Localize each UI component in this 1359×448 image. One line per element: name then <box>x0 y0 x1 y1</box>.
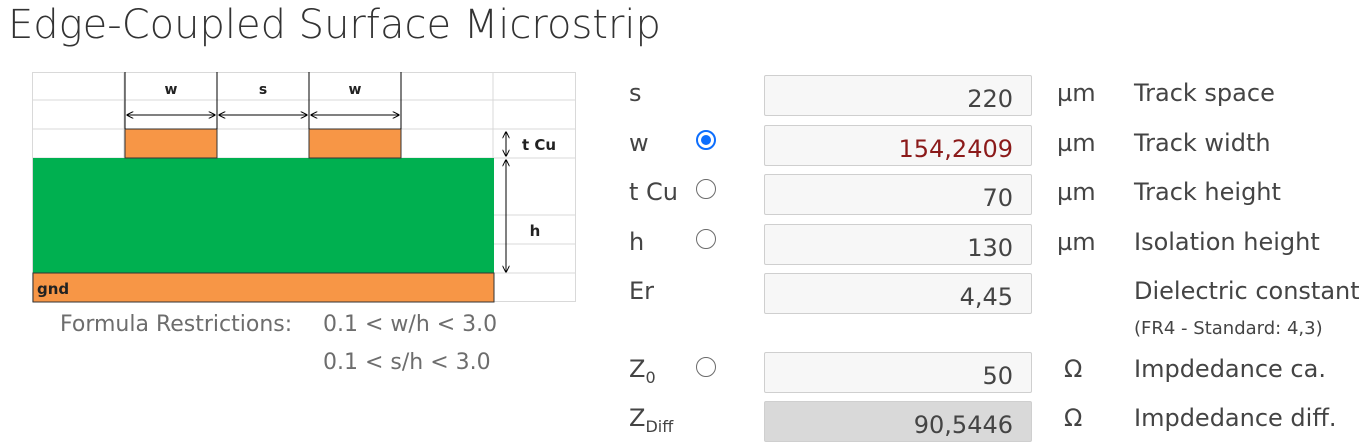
unit-tcu: µm <box>1057 178 1096 206</box>
unit-h: µm <box>1057 228 1096 256</box>
impedance-input[interactable] <box>764 352 1032 393</box>
unit-s: µm <box>1057 79 1096 107</box>
dimension-lines <box>124 72 506 272</box>
param-label-zdiff: ZDiff <box>629 404 674 436</box>
impedance-diff-output <box>764 401 1032 442</box>
param-label-er: Er <box>629 277 655 305</box>
dielectric-constant-input[interactable] <box>764 273 1032 314</box>
unit-zdiff: Ω <box>1064 404 1083 432</box>
unit-z0: Ω <box>1064 355 1083 383</box>
microstrip-cross-section-diagram: w s w t Cu h gnd <box>32 72 576 303</box>
formula-restriction-2: 0.1 < s/h < 3.0 <box>323 350 491 375</box>
desc-track-width: Track width <box>1134 129 1271 157</box>
track-height-input[interactable] <box>764 174 1032 215</box>
desc-track-space: Track space <box>1134 79 1275 107</box>
desc-impedance-diff: Impdedance diff. <box>1134 404 1337 432</box>
desc-track-height: Track height <box>1134 178 1281 206</box>
ground-plane <box>32 272 495 303</box>
param-label-z0: Z0 <box>629 355 656 387</box>
dim-label-w-right: w <box>349 82 362 98</box>
dim-label-w-left: w <box>165 82 178 98</box>
track-width-input[interactable] <box>764 125 1032 166</box>
dim-label-h: h <box>530 222 541 240</box>
formula-restriction-1: 0.1 < w/h < 3.0 <box>323 312 498 337</box>
desc-dielectric-constant: Dielectric constant <box>1134 277 1359 305</box>
radio-calc-tcu[interactable] <box>696 179 716 199</box>
radio-calc-z0[interactable] <box>696 357 716 377</box>
page-title: Edge-Coupled Surface Microstrip <box>8 2 661 48</box>
param-label-w: w <box>629 129 649 157</box>
z0-subscript: 0 <box>645 368 656 387</box>
desc-isolation-height: Isolation height <box>1134 228 1320 256</box>
desc-impedance: Impdedance ca. <box>1134 355 1326 383</box>
trace-right <box>308 128 402 159</box>
unit-w: µm <box>1057 129 1096 157</box>
formula-restrictions-label: Formula Restrictions: <box>60 312 293 337</box>
param-label-h: h <box>629 228 645 256</box>
ground-label: gnd <box>37 280 69 298</box>
dielectric-standard-note: (FR4 - Standard: 4,3) <box>1134 318 1323 339</box>
param-label-s: s <box>629 79 642 107</box>
dim-label-tcu: t Cu <box>522 136 556 154</box>
param-label-tcu: t Cu <box>629 178 679 206</box>
track-space-input[interactable] <box>764 75 1032 116</box>
dim-label-s: s <box>259 82 267 98</box>
trace-left <box>124 128 218 159</box>
radio-calc-h[interactable] <box>696 229 716 249</box>
zdiff-subscript: Diff <box>645 417 674 436</box>
radio-calc-w[interactable] <box>696 130 716 150</box>
isolation-height-input[interactable] <box>764 224 1032 265</box>
dielectric-layer <box>33 158 494 273</box>
